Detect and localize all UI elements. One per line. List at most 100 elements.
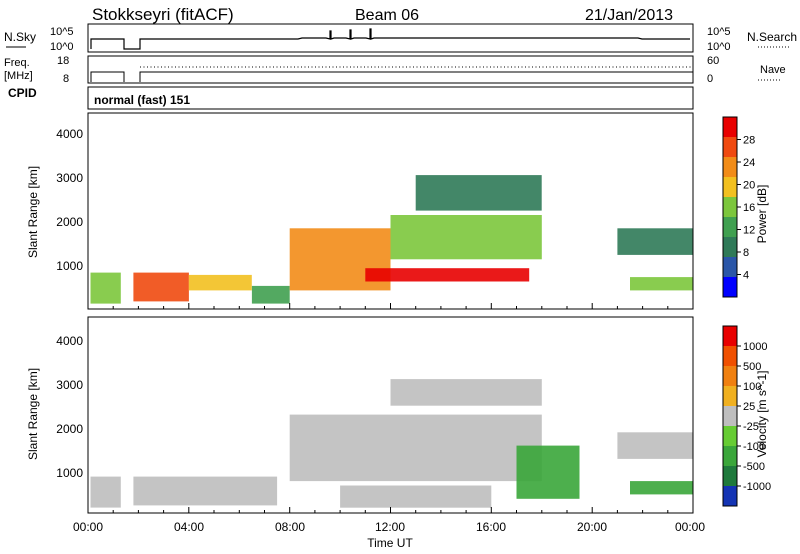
heatmap-region-0	[90, 476, 121, 508]
velocity-panel: Slant Range [km] 4000 3000 2000 1000 Vel…	[26, 316, 771, 514]
heatmap-region-2	[188, 274, 252, 291]
power-colorbar	[722, 116, 738, 298]
xtick-label-3: 12:00	[375, 520, 405, 534]
velocity-colorbar-segment-5	[723, 426, 737, 446]
xtick-label-4: 16:00	[476, 520, 506, 534]
velocity-ytick-1000: 1000	[56, 466, 83, 480]
heatmap-region-3	[251, 285, 290, 304]
power-ytick-4000: 4000	[56, 127, 83, 141]
nsearch-label: N.Search	[747, 30, 797, 44]
xtick-label-5: 20:00	[577, 520, 607, 534]
power-colorbar-segment-2	[723, 157, 737, 177]
nave-right-tick-low: 0	[707, 73, 713, 85]
velocity-colorbar-segment-3	[723, 386, 737, 406]
velocity-colorbar-segment-7	[723, 466, 737, 486]
nave-right-tick-high: 60	[707, 55, 719, 67]
power-colorbar-tick-5: 8	[743, 247, 749, 259]
velocity-ylabel: Slant Range [km]	[26, 368, 40, 460]
xtick-label-0: 00:00	[73, 520, 103, 534]
freq-left-tick-high: 18	[57, 55, 69, 67]
power-colorbar-segment-3	[723, 177, 737, 197]
power-colorbar-tick-0: 28	[743, 135, 755, 147]
velocity-colorbar-tick-0: 1000	[743, 341, 767, 353]
velocity-ytick-3000: 3000	[56, 378, 83, 392]
velocity-colorbar-ticks: 1000 500 100 25 -25 -100 -500 -1000	[737, 341, 771, 493]
date-title: 21/Jan/2013	[585, 7, 673, 24]
power-ytick-1000: 1000	[56, 259, 83, 273]
velocity-colorbar-segment-6	[723, 446, 737, 466]
heatmap-region-5	[365, 268, 530, 282]
power-colorbar-tick-4: 12	[743, 225, 755, 237]
velocity-colorbar-tick-5: -100	[743, 441, 765, 453]
power-panel: Slant Range [km] 4000 3000 2000 1000 Pow…	[26, 112, 769, 310]
heatmap-region-3	[390, 379, 542, 406]
freq-trace-main	[139, 71, 693, 82]
nsky-panel: N.Sky 10^5 10^0 10^5 10^0 N.Search	[4, 23, 797, 53]
heatmap-region-5	[516, 445, 580, 499]
velocity-colorbar-segment-2	[723, 366, 737, 386]
cpid-text: normal (fast) 151	[94, 93, 190, 107]
xtick-label-1: 04:00	[174, 520, 204, 534]
power-colorbar-segment-6	[723, 237, 737, 257]
velocity-colorbar-label: Velocity [m s^-1]	[755, 371, 769, 458]
velocity-colorbar-tick-7: -1000	[743, 481, 771, 493]
heatmap-region-7	[617, 432, 693, 459]
heatmap-region-6	[630, 481, 693, 495]
velocity-colorbar-segment-0	[723, 326, 737, 346]
velocity-colorbar-tick-2: 100	[743, 381, 761, 393]
velocity-colorbar-segment-4	[723, 406, 737, 426]
freq-label-line1: Freq.	[4, 57, 30, 69]
nsky-trace	[90, 28, 690, 50]
velocity-ytick-2000: 2000	[56, 422, 83, 436]
power-colorbar-tick-1: 24	[743, 157, 755, 169]
heatmap-region-9	[617, 228, 693, 255]
velocity-colorbar	[722, 325, 738, 507]
heatmap-region-6	[390, 215, 542, 260]
velocity-colorbar-frame	[722, 325, 738, 507]
velocity-heatmap	[90, 379, 693, 508]
velocity-colorbar-segment-8	[723, 486, 737, 506]
velocity-colorbar-segment-1	[723, 346, 737, 366]
heatmap-region-8	[630, 277, 693, 291]
cpid-label: CPID	[8, 86, 37, 100]
freq-trace-early	[90, 71, 125, 82]
x-axis-ticks	[87, 303, 694, 513]
xtick-label-2: 08:00	[275, 520, 305, 534]
nsky-label: N.Sky	[4, 30, 36, 44]
power-colorbar-segment-0	[723, 117, 737, 137]
heatmap-region-0	[90, 272, 121, 304]
heatmap-region-1	[133, 272, 189, 302]
x-axis-label: Time UT	[367, 536, 413, 550]
power-colorbar-tick-6: 4	[743, 270, 749, 282]
cpid-frame	[87, 86, 694, 110]
velocity-colorbar-tick-6: -500	[743, 461, 765, 473]
power-colorbar-segment-8	[723, 277, 737, 297]
power-colorbar-segment-4	[723, 197, 737, 217]
power-colorbar-label: Power [dB]	[755, 185, 769, 244]
power-colorbar-segment-7	[723, 257, 737, 277]
nsky-right-tick-high: 10^5	[707, 26, 731, 38]
freq-panel: Freq. [MHz] 18 8 60 0 Nave	[4, 55, 786, 85]
power-heatmap	[90, 175, 693, 304]
heatmap-region-1	[133, 476, 278, 506]
power-ytick-3000: 3000	[56, 171, 83, 185]
velocity-colorbar-tick-4: -25	[743, 421, 759, 433]
xtick-label-6: 00:00	[675, 520, 705, 534]
nsky-left-tick-high: 10^5	[50, 26, 74, 38]
power-ylabel: Slant Range [km]	[26, 166, 40, 258]
power-colorbar-tick-3: 16	[743, 202, 755, 214]
power-ytick-2000: 2000	[56, 215, 83, 229]
nave-label: Nave	[760, 64, 786, 76]
velocity-colorbar-tick-1: 500	[743, 361, 761, 373]
heatmap-region-2	[289, 414, 542, 482]
heatmap-region-4	[340, 485, 492, 508]
freq-label-line2: [MHz]	[4, 70, 33, 82]
power-colorbar-tick-2: 20	[743, 180, 755, 192]
heatmap-region-7	[415, 175, 542, 211]
beam-title: Beam 06	[355, 7, 419, 24]
freq-left-tick-low: 8	[63, 73, 69, 85]
power-colorbar-segment-1	[723, 137, 737, 157]
power-colorbar-segment-5	[723, 217, 737, 237]
velocity-ytick-4000: 4000	[56, 334, 83, 348]
